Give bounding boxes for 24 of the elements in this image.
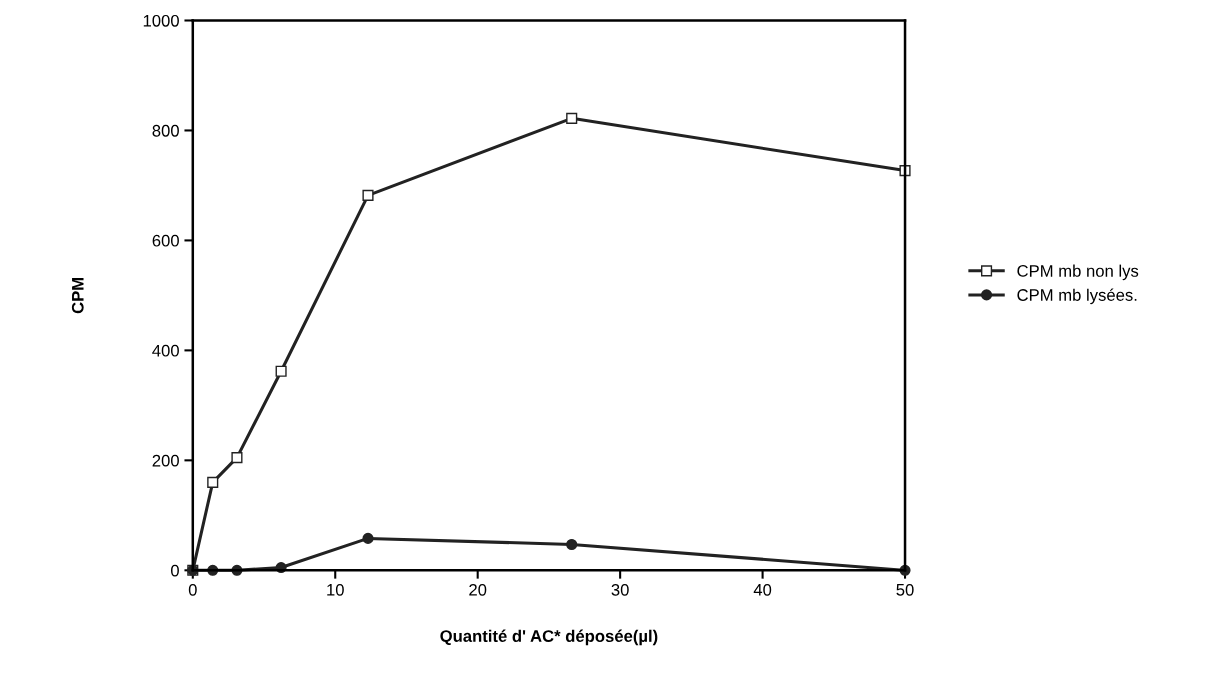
y-tick-label: 200 (152, 454, 179, 467)
point (362, 189, 374, 201)
x-tick-label: 10 (327, 583, 344, 596)
point (231, 452, 243, 464)
point (275, 365, 287, 377)
y-tick-label: 600 (152, 234, 179, 247)
point (899, 165, 911, 177)
y-tick-label: 800 (152, 124, 179, 137)
x-axis-title: Quantité d' AC* déposée(µl) (440, 629, 658, 646)
x-tick-label: 20 (469, 583, 487, 596)
point (566, 538, 578, 551)
x-tick-label: 0 (188, 583, 197, 596)
x-tick-label: 50 (896, 583, 914, 596)
legend-label: CPM mb lysées. (1017, 288, 1137, 305)
y-tick-label: 400 (152, 344, 179, 357)
x-tick-label: 30 (611, 583, 629, 596)
point (362, 532, 374, 544)
x-tick-label: 40 (753, 583, 772, 596)
y-tick-label: 1000 (143, 14, 179, 27)
point (207, 476, 219, 488)
y-tick-label: 0 (170, 564, 179, 577)
y-axis-title: CPM (71, 277, 84, 314)
legend-label: CPM mb non lys (1017, 264, 1139, 281)
point (566, 112, 578, 124)
